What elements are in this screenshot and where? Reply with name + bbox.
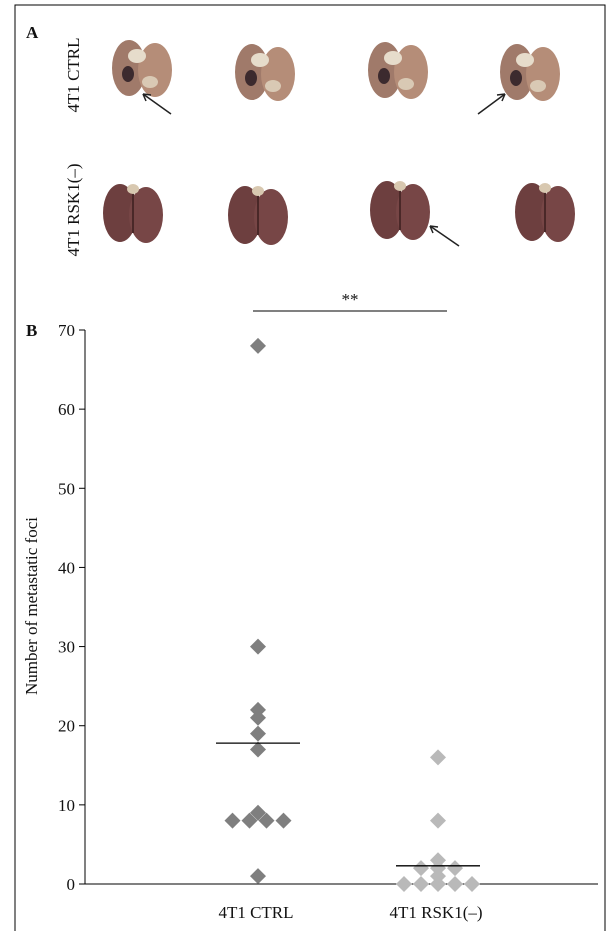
y-tick-label: 70 [58, 321, 75, 340]
data-point [447, 860, 463, 876]
data-point [413, 876, 429, 892]
lung-photo [515, 183, 575, 242]
lung-photo [368, 42, 428, 99]
panel-label: B [26, 321, 37, 340]
panel-label: A [26, 23, 39, 42]
data-point [250, 726, 266, 742]
x-tick-label: 4T1 RSK1(–) [389, 903, 482, 922]
y-tick-label: 30 [58, 638, 75, 657]
data-point [250, 639, 266, 655]
data-point [430, 813, 446, 829]
data-point [464, 876, 480, 892]
y-tick-label: 20 [58, 717, 75, 736]
arrows [143, 94, 505, 246]
y-tick-label: 10 [58, 796, 75, 815]
data-point [430, 749, 446, 765]
y-tick-label: 60 [58, 400, 75, 419]
x-tick-label: 4T1 CTRL [218, 903, 293, 922]
data-point [447, 876, 463, 892]
y-axis-label: Number of metastatic foci [22, 517, 41, 695]
data-point [413, 860, 429, 876]
lung-photo [112, 40, 172, 97]
y-tick-label: 50 [58, 479, 75, 498]
lung-photo [500, 44, 560, 101]
y-tick-label: 0 [67, 875, 76, 894]
figure: A 4T1 CTRL 4T1 RSK1(–) B Number of metas… [0, 0, 608, 931]
data-point [276, 813, 292, 829]
y-tick-label: 40 [58, 558, 75, 577]
frame [15, 5, 605, 931]
data-point [250, 868, 266, 884]
data-point [396, 876, 412, 892]
lung-photo [235, 44, 295, 101]
lung-photo [370, 181, 430, 240]
data-point [225, 813, 241, 829]
data-point [250, 741, 266, 757]
lung-photo [103, 184, 163, 243]
row-label: 4T1 CTRL [64, 37, 83, 112]
significance-label: ** [342, 290, 359, 309]
data-point [250, 338, 266, 354]
lung-photo [228, 186, 288, 245]
row-label: 4T1 RSK1(–) [64, 163, 83, 256]
